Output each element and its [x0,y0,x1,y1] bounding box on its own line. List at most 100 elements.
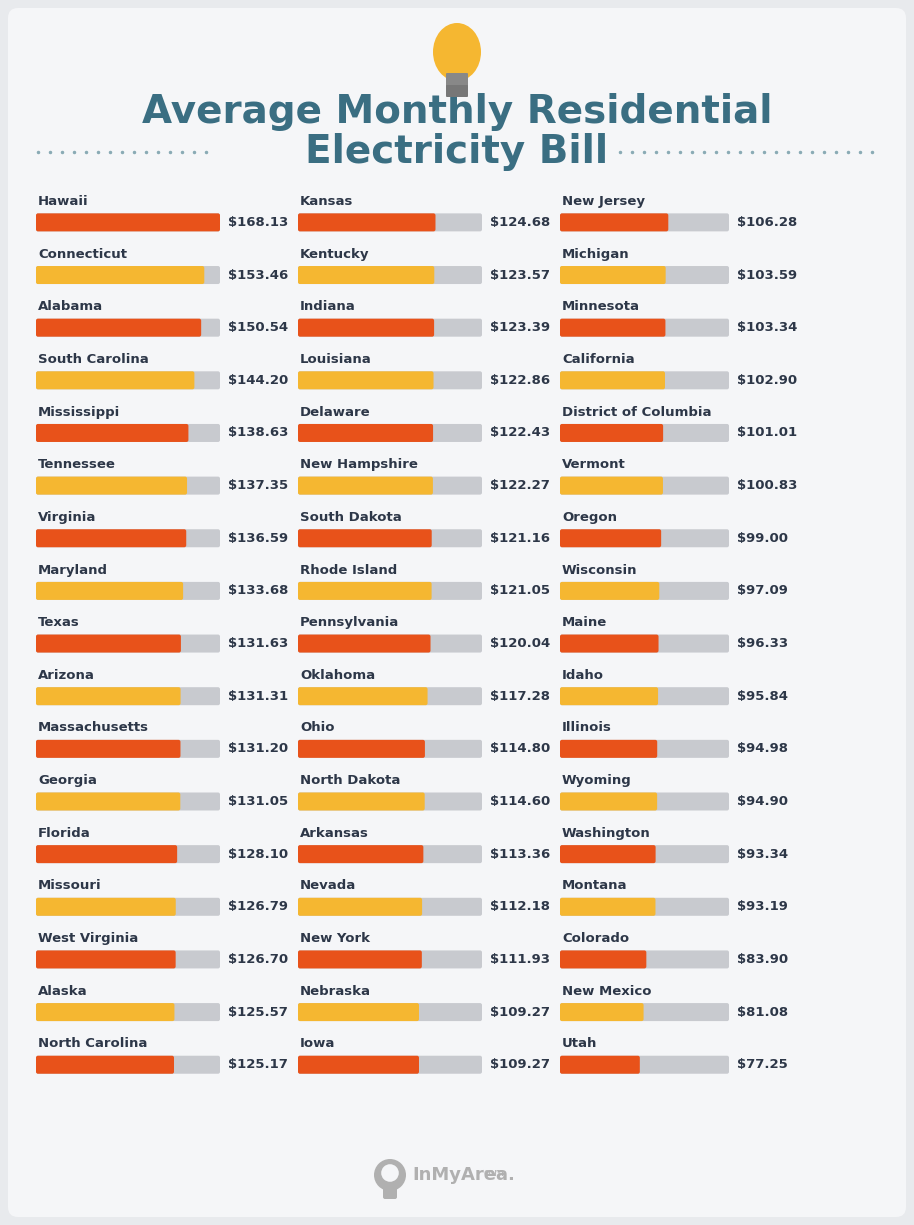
FancyBboxPatch shape [36,687,181,706]
Text: $97.09: $97.09 [737,584,788,598]
FancyBboxPatch shape [298,635,430,653]
FancyBboxPatch shape [36,266,205,284]
Text: $94.90: $94.90 [737,795,788,808]
FancyBboxPatch shape [298,477,433,495]
FancyBboxPatch shape [560,424,729,442]
Text: Kansas: Kansas [300,195,354,208]
Text: Electricity Bill: Electricity Bill [305,134,609,172]
Text: $120.04: $120.04 [490,637,550,650]
FancyBboxPatch shape [36,213,220,232]
Text: Kentucky: Kentucky [300,247,369,261]
Text: Virginia: Virginia [38,511,96,524]
FancyBboxPatch shape [560,318,729,337]
FancyBboxPatch shape [560,635,658,653]
Text: $153.46: $153.46 [228,268,288,282]
FancyBboxPatch shape [298,213,435,232]
FancyBboxPatch shape [560,318,665,337]
Text: $144.20: $144.20 [228,374,288,387]
Text: Hawaii: Hawaii [38,195,89,208]
FancyBboxPatch shape [298,424,482,442]
Text: Utah: Utah [562,1038,598,1050]
FancyBboxPatch shape [298,1056,419,1074]
Text: North Carolina: North Carolina [38,1038,147,1050]
FancyBboxPatch shape [36,371,220,390]
Text: West Virginia: West Virginia [38,932,138,944]
Text: $81.08: $81.08 [737,1006,788,1018]
Text: $122.27: $122.27 [490,479,550,492]
FancyBboxPatch shape [560,529,661,548]
Text: Michigan: Michigan [562,247,630,261]
FancyBboxPatch shape [560,582,729,600]
FancyBboxPatch shape [446,74,468,87]
Text: Nebraska: Nebraska [300,985,371,997]
Text: Idaho: Idaho [562,669,604,682]
FancyBboxPatch shape [36,793,220,811]
FancyBboxPatch shape [36,740,220,758]
FancyBboxPatch shape [298,898,422,916]
FancyBboxPatch shape [560,793,729,811]
Text: New Mexico: New Mexico [562,985,652,997]
Text: Indiana: Indiana [300,300,356,314]
FancyBboxPatch shape [298,529,431,548]
FancyBboxPatch shape [560,371,729,390]
Text: Illinois: Illinois [562,722,611,735]
Text: Iowa: Iowa [300,1038,335,1050]
FancyBboxPatch shape [298,740,482,758]
Text: California: California [562,353,634,366]
Text: Rhode Island: Rhode Island [300,564,398,577]
Text: Nevada: Nevada [300,880,356,892]
FancyBboxPatch shape [560,371,665,390]
Text: $126.79: $126.79 [228,900,288,914]
FancyBboxPatch shape [560,687,729,706]
Text: Mississippi: Mississippi [38,405,121,419]
Text: $101.01: $101.01 [737,426,797,440]
FancyBboxPatch shape [36,477,187,495]
FancyBboxPatch shape [298,898,482,916]
FancyBboxPatch shape [298,1003,482,1022]
Text: $131.20: $131.20 [228,742,288,756]
FancyBboxPatch shape [298,951,482,969]
FancyBboxPatch shape [560,1003,643,1022]
FancyBboxPatch shape [298,318,434,337]
FancyBboxPatch shape [383,1185,397,1199]
FancyBboxPatch shape [36,898,220,916]
FancyBboxPatch shape [36,529,220,548]
Text: $109.27: $109.27 [490,1058,550,1071]
Text: $136.59: $136.59 [228,532,288,545]
FancyBboxPatch shape [560,1056,729,1074]
FancyBboxPatch shape [560,477,663,495]
Text: Oklahoma: Oklahoma [300,669,375,682]
Text: Colorado: Colorado [562,932,629,944]
FancyBboxPatch shape [36,898,175,916]
Text: North Dakota: North Dakota [300,774,400,788]
FancyBboxPatch shape [298,845,423,864]
Text: $131.63: $131.63 [228,637,288,650]
FancyBboxPatch shape [298,582,482,600]
FancyBboxPatch shape [298,687,428,706]
FancyBboxPatch shape [36,845,220,864]
FancyBboxPatch shape [560,687,658,706]
Text: Alaska: Alaska [38,985,88,997]
FancyBboxPatch shape [560,424,664,442]
FancyBboxPatch shape [298,424,433,442]
Text: Alabama: Alabama [38,300,103,314]
FancyBboxPatch shape [298,266,434,284]
FancyBboxPatch shape [36,1003,175,1022]
Text: New Hampshire: New Hampshire [300,458,418,472]
Text: $93.34: $93.34 [737,848,788,861]
FancyBboxPatch shape [36,318,220,337]
FancyBboxPatch shape [560,582,659,600]
FancyBboxPatch shape [298,687,482,706]
FancyBboxPatch shape [36,424,220,442]
FancyBboxPatch shape [446,85,468,97]
Text: Maine: Maine [562,616,607,630]
FancyBboxPatch shape [298,1056,482,1074]
Text: $114.80: $114.80 [490,742,550,756]
FancyBboxPatch shape [560,213,729,232]
Text: Arkansas: Arkansas [300,827,369,840]
FancyBboxPatch shape [36,845,177,864]
FancyBboxPatch shape [8,9,906,1216]
FancyBboxPatch shape [560,793,657,811]
Text: $103.34: $103.34 [737,321,797,334]
Text: $96.33: $96.33 [737,637,788,650]
